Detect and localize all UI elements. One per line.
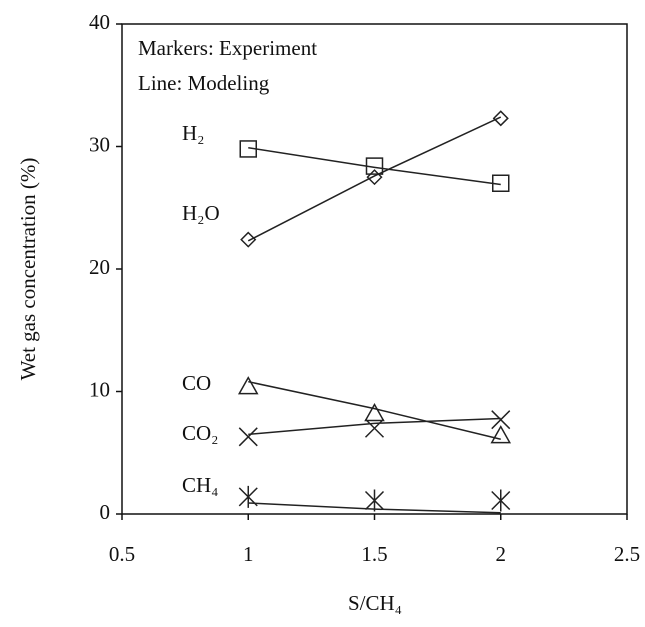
model-line: [248, 417, 501, 436]
annotation: Line: Modeling: [138, 71, 270, 95]
y-tick-label: 0: [100, 500, 111, 524]
x-tick-label: 2.5: [614, 542, 640, 566]
series-label: H₂O: [182, 201, 220, 225]
marker: [364, 489, 385, 512]
series-label: H₂: [182, 121, 205, 145]
x-axis-title: S/CH₄: [348, 591, 402, 615]
x-tick-label: 1: [243, 542, 254, 566]
annotation: Markers: Experiment: [138, 36, 317, 60]
model-line: [248, 146, 501, 186]
x-tick-label: 1.5: [361, 542, 387, 566]
marker: [366, 169, 383, 186]
marker: [492, 174, 510, 192]
marker: [238, 485, 258, 508]
y-tick-label: 10: [89, 377, 110, 401]
series-label: CO₂: [182, 421, 219, 445]
x-tick-label: 0.5: [109, 542, 135, 566]
marker: [492, 110, 509, 127]
series-label: CO: [182, 371, 211, 395]
marker: [237, 376, 259, 395]
marker: [240, 231, 257, 248]
model-line: [248, 380, 501, 441]
x-tick-label: 2: [496, 542, 507, 566]
marker: [491, 410, 511, 430]
y-tick-label: 40: [89, 10, 110, 34]
model-line: [247, 116, 502, 242]
marker: [238, 427, 258, 447]
marker: [239, 140, 257, 158]
marker: [364, 418, 385, 438]
marker: [364, 403, 385, 422]
y-tick-label: 30: [89, 132, 110, 156]
y-tick-label: 20: [89, 255, 110, 279]
marker: [490, 425, 512, 444]
marker: [491, 489, 511, 512]
y-axis-title: Wet gas concentration (%): [16, 158, 40, 381]
marker: [365, 157, 384, 175]
series-label: CH₄: [182, 473, 219, 497]
